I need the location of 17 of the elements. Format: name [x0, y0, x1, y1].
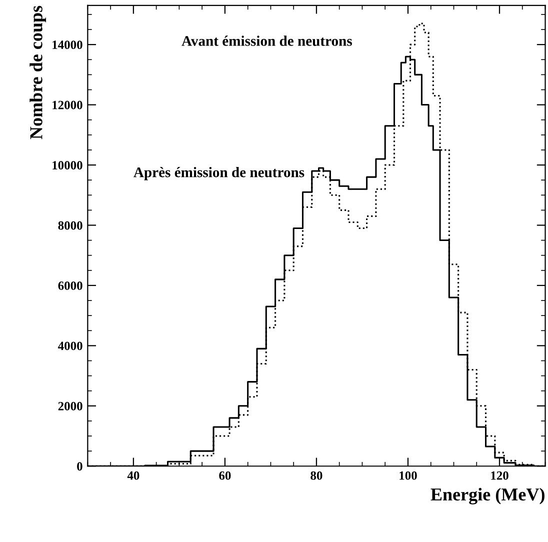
- x-tick-label: 60: [219, 471, 231, 480]
- x-tick-label: 120: [491, 471, 508, 480]
- annotation: Avant émission de neutrons: [182, 36, 352, 46]
- y-tick-label: 6000: [58, 281, 82, 290]
- y-tick-label: 8000: [58, 221, 82, 230]
- x-tick-label: 40: [127, 471, 140, 480]
- y-axis-title: Nombre de coups: [30, 6, 46, 140]
- x-tick-label: 80: [310, 471, 322, 480]
- y-tick-label: 0: [77, 462, 82, 471]
- y-tick-label: 14000: [52, 40, 82, 50]
- y-tick-label: 10000: [52, 161, 82, 170]
- y-tick-label: 4000: [58, 342, 82, 350]
- y-tick-label: 2000: [58, 402, 82, 410]
- y-tick-label: 12000: [52, 100, 82, 110]
- x-tick-label: 100: [400, 471, 417, 480]
- annotation: Après émission de neutrons: [134, 166, 304, 180]
- x-axis-title: Energie (MeV): [430, 488, 544, 504]
